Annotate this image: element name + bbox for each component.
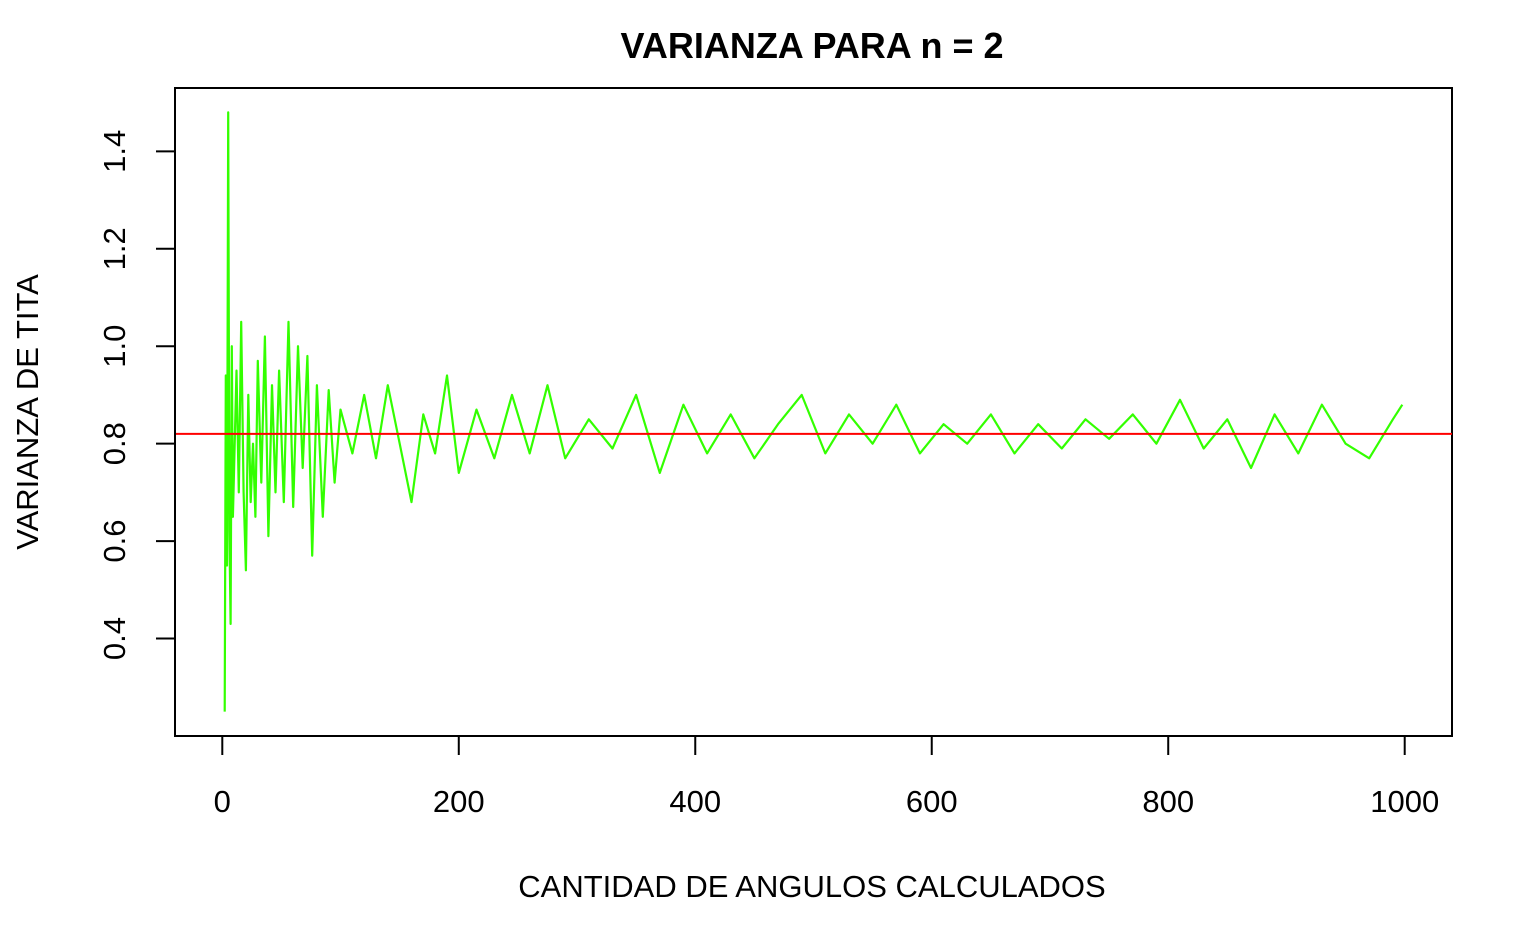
x-tick-label: 800 — [1142, 784, 1194, 819]
series-layer — [223, 111, 1404, 712]
x-tick-label: 0 — [214, 784, 231, 819]
y-tick-label: 0.6 — [97, 520, 132, 563]
y-axis-label: VARIANZA DE TITA — [10, 274, 45, 550]
y-tick-label: 0.8 — [97, 422, 132, 465]
x-axis-label: CANTIDAD DE ANGULOS CALCULADOS — [518, 869, 1105, 904]
x-tick-label: 600 — [906, 784, 958, 819]
chart-title: VARIANZA PARA n = 2 — [620, 25, 1003, 66]
y-tick-label: 1.2 — [97, 227, 132, 270]
x-tick-label: 200 — [433, 784, 485, 819]
x-tick-label: 400 — [669, 784, 721, 819]
x-tick-label: 1000 — [1370, 784, 1439, 819]
x-axis: 0 200 400 600 800 1000 — [214, 735, 1439, 819]
y-tick-label: 0.4 — [97, 617, 132, 660]
y-tick-label: 1.0 — [97, 325, 132, 368]
y-axis: 0.4 0.6 0.8 1.0 1.2 1.4 — [97, 130, 176, 660]
series-line-0 — [223, 111, 1404, 712]
y-tick-label: 1.4 — [97, 130, 132, 173]
